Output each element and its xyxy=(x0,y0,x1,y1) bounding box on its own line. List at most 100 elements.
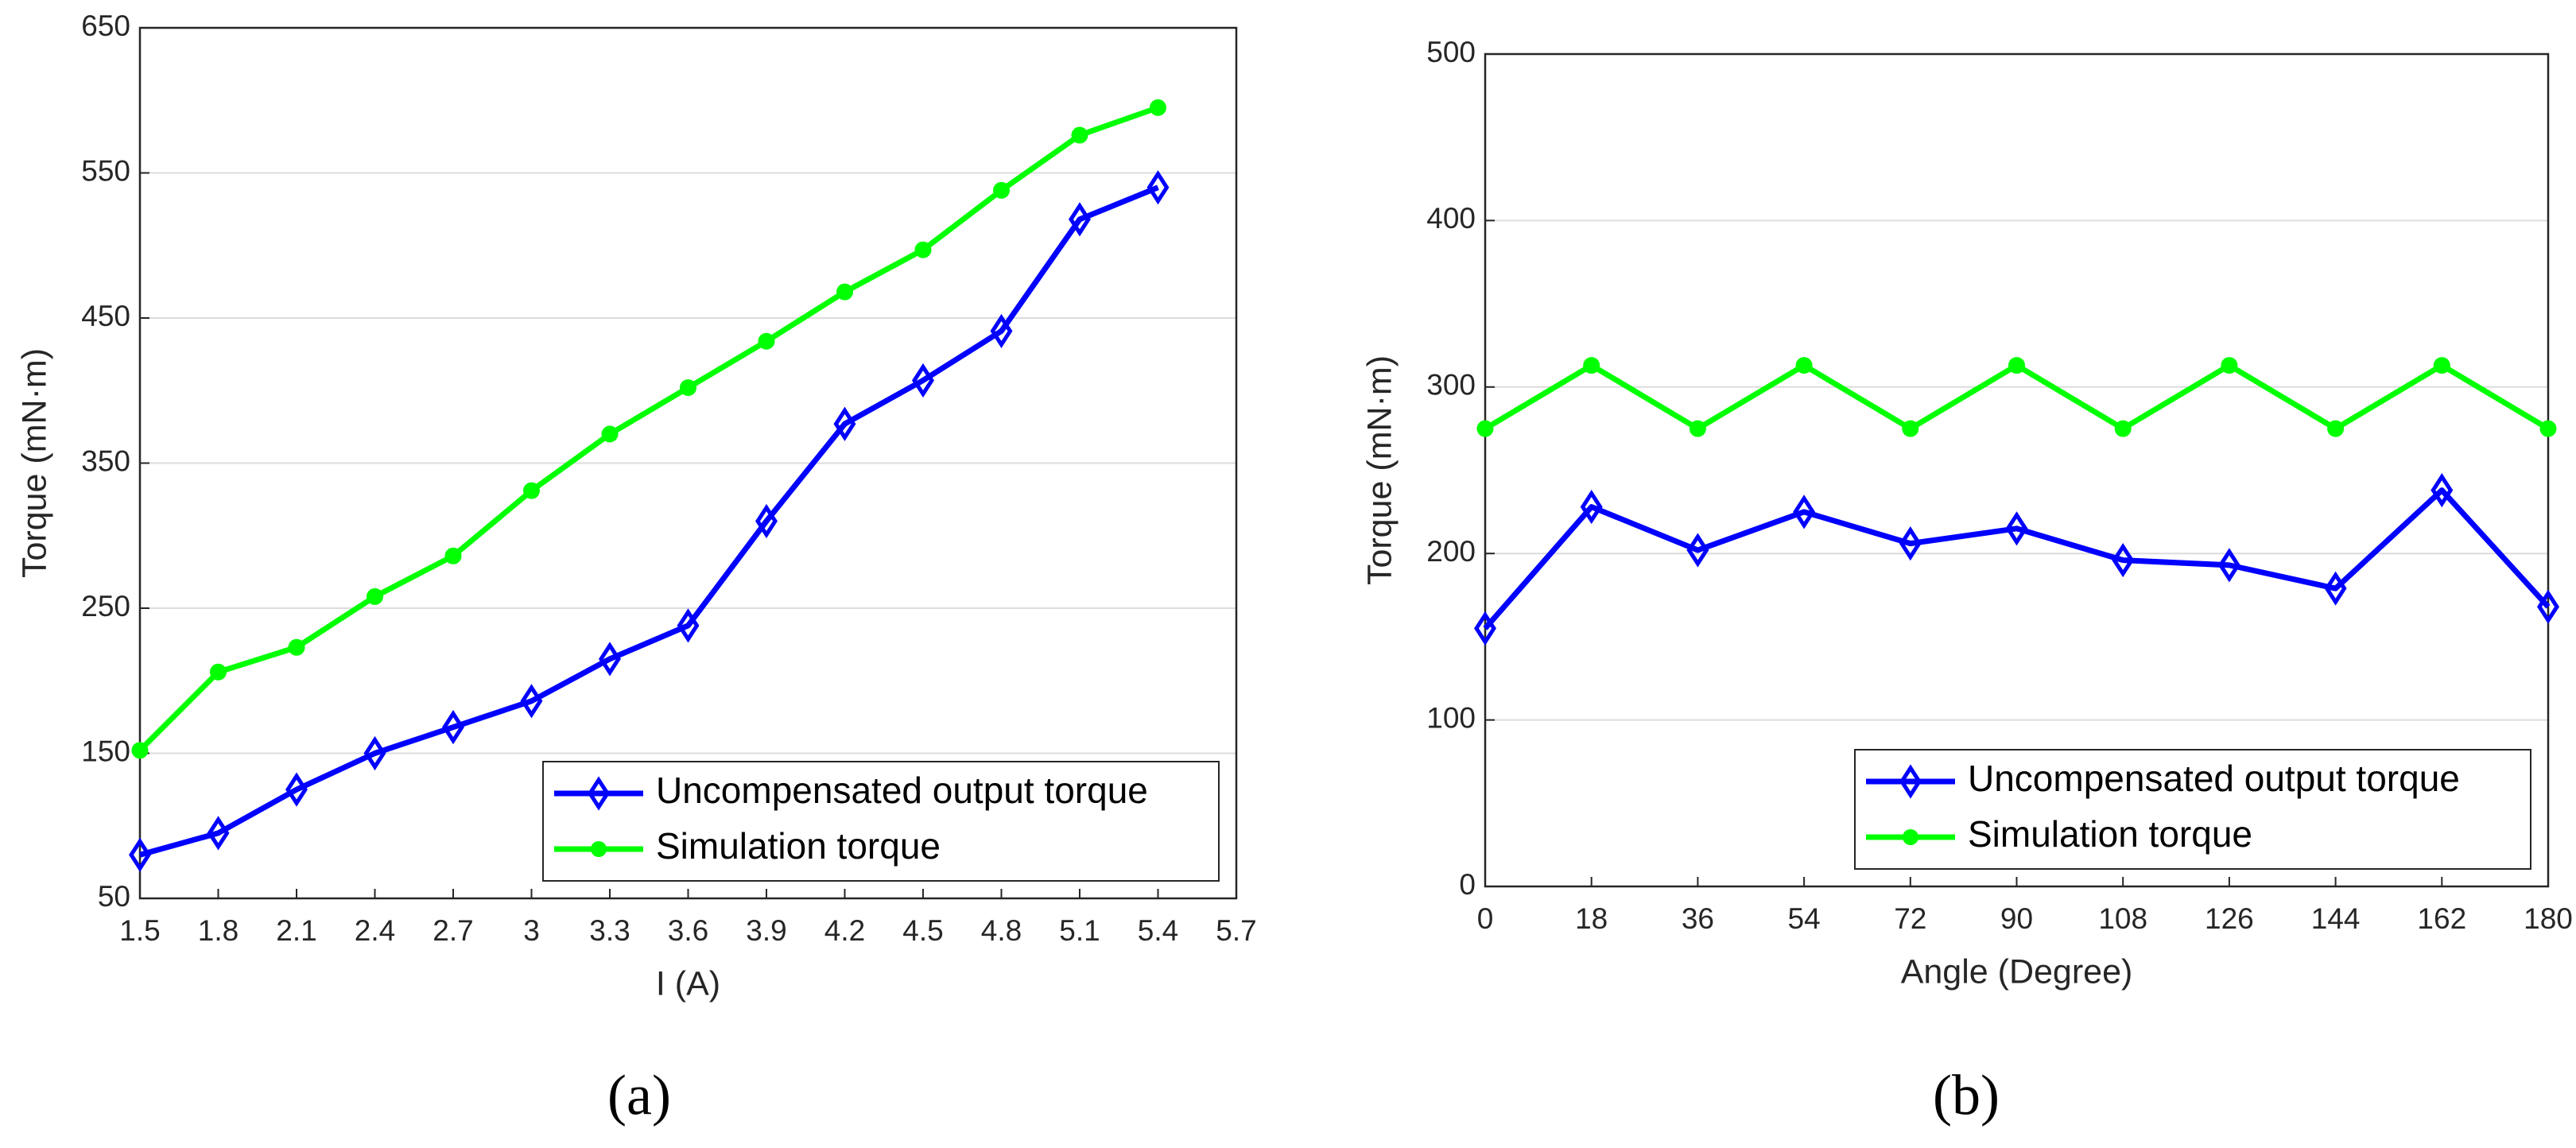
circle-marker xyxy=(2008,357,2025,374)
legend-label: Uncompensated output torque xyxy=(1968,758,2460,799)
legend: Uncompensated output torque Simulation to… xyxy=(542,761,1220,882)
circle-marker xyxy=(1583,357,1600,374)
legend-marker xyxy=(591,841,607,857)
x-tick-label: 3 xyxy=(523,914,540,947)
y-axis-label: Torque (mN·m) xyxy=(15,348,53,578)
diamond-marker xyxy=(1793,494,1816,529)
circle-marker xyxy=(2327,420,2345,437)
circle-marker xyxy=(993,181,1010,199)
diamond-marker xyxy=(2431,473,2454,508)
x-tick-label: 0 xyxy=(1477,902,1494,935)
diamond-marker xyxy=(990,313,1013,349)
legend-marker xyxy=(1903,829,1918,845)
diamond-marker xyxy=(1580,489,1603,525)
circle-marker xyxy=(914,241,932,258)
y-tick-label: 550 xyxy=(81,154,130,187)
legend-label: Uncompensated output torque xyxy=(656,770,1148,811)
x-tick-label: 5.4 xyxy=(1138,914,1178,947)
x-tick-label: 18 xyxy=(1575,902,1608,935)
diamond-marker xyxy=(677,608,700,643)
circle-marker xyxy=(1150,99,1166,116)
x-tick-label: 2.4 xyxy=(355,914,395,947)
x-tick-label: 90 xyxy=(2000,902,2033,935)
subplot-label: (a) xyxy=(607,1064,671,1127)
circle-marker xyxy=(2221,357,2238,374)
diamond-marker xyxy=(2537,589,2559,624)
circle-marker xyxy=(288,638,305,656)
x-tick-label: 5.7 xyxy=(1216,914,1256,947)
circle-marker xyxy=(836,283,853,301)
legend-marker xyxy=(588,776,610,811)
y-tick-label: 150 xyxy=(81,735,130,767)
y-tick-label: 400 xyxy=(1426,202,1476,235)
circle-marker xyxy=(367,588,383,605)
diamond-marker xyxy=(2217,548,2240,583)
diamond-marker xyxy=(1899,526,1922,561)
circle-marker xyxy=(1071,126,1088,144)
x-tick-label: 1.8 xyxy=(198,914,239,947)
y-tick-label: 200 xyxy=(1426,535,1476,568)
circle-marker xyxy=(758,332,775,350)
diamond-marker xyxy=(2005,511,2028,546)
y-tick-label: 50 xyxy=(98,880,130,913)
x-tick-label: 4.5 xyxy=(902,914,943,947)
chart: 50 150 250 350 450 550 650 1.5 1.8 2.1 2.4 2.7 3 3.3 3… xyxy=(15,10,1256,1003)
x-tick-label: 3.9 xyxy=(746,914,786,947)
circle-marker xyxy=(2539,420,2557,437)
diamond-marker xyxy=(755,503,778,539)
x-tick-label: 2.7 xyxy=(433,914,473,947)
x-tick-label: 3.6 xyxy=(668,914,708,947)
series-line xyxy=(1483,487,2551,630)
diamond-marker xyxy=(1474,611,1496,646)
axes-box xyxy=(138,26,1238,900)
circle-marker xyxy=(1689,420,1706,437)
legend: Uncompensated output torque Simulation to… xyxy=(1854,749,2531,870)
legend-label: Simulation torque xyxy=(656,825,941,867)
x-tick-label: 4.2 xyxy=(824,914,865,947)
diamond-marker xyxy=(363,735,386,771)
diamond-marker xyxy=(833,406,856,441)
diamond-marker xyxy=(129,837,151,872)
y-tick-label: 0 xyxy=(1459,868,1476,901)
diamond-marker xyxy=(2112,542,2135,578)
diamond-marker xyxy=(912,363,934,398)
legend-box xyxy=(1854,749,2531,870)
series-line xyxy=(139,184,1159,858)
y-tick-label: 350 xyxy=(81,444,130,477)
legend-box xyxy=(542,761,1220,882)
subplot-label: (b) xyxy=(1933,1064,2000,1127)
circle-marker xyxy=(210,663,227,681)
circle-marker xyxy=(680,379,696,397)
x-tick-label: 5.1 xyxy=(1059,914,1100,947)
x-tick-label: 3.3 xyxy=(589,914,630,947)
circle-marker xyxy=(1476,420,1494,437)
circle-marker xyxy=(131,742,149,759)
x-axis-label: Angle (Degree) xyxy=(1901,952,2133,991)
x-tick-label: 36 xyxy=(1682,902,1714,935)
y-tick-label: 650 xyxy=(81,10,130,42)
plot-area xyxy=(1485,54,2548,886)
diamond-marker xyxy=(1069,202,1091,237)
circle-marker xyxy=(444,547,462,564)
x-tick-label: 72 xyxy=(1894,902,1926,935)
chart: 0 100 200 300 400 500 0 18 36 54 72 90 108 126 144 162 1… xyxy=(1360,36,2573,991)
circle-marker xyxy=(601,425,619,443)
x-tick-label: 54 xyxy=(1788,902,1821,935)
legend-marker xyxy=(1899,764,1922,799)
x-tick-label: 1.5 xyxy=(119,914,160,947)
diamond-marker xyxy=(1146,170,1170,205)
circle-marker xyxy=(523,482,540,499)
x-tick-label: 4.8 xyxy=(981,914,1022,947)
circle-marker xyxy=(2433,357,2450,374)
x-tick-label: 180 xyxy=(2524,902,2573,935)
diamond-marker xyxy=(1686,533,1709,568)
diamond-marker xyxy=(2324,571,2347,606)
x-tick-label: 126 xyxy=(2205,902,2254,935)
legend-label: Simulation torque xyxy=(1968,813,2252,855)
y-tick-label: 250 xyxy=(81,590,130,622)
diamond-marker xyxy=(442,710,464,745)
x-tick-label: 144 xyxy=(2311,902,2361,935)
x-axis-label: I (A) xyxy=(656,964,720,1003)
y-tick-label: 450 xyxy=(81,300,130,332)
circle-marker xyxy=(2114,420,2132,437)
